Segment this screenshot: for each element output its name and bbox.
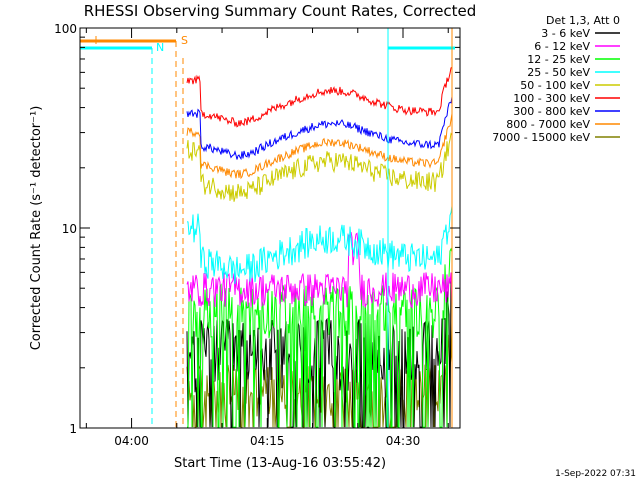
saa-marker: S — [181, 34, 188, 47]
night-marker: N — [156, 41, 164, 54]
legend-label: 7000 - 15000 keV — [492, 131, 590, 144]
footer-timestamp: 1-Sep-2022 07:31 — [555, 469, 636, 479]
legend-label: 800 - 7000 keV — [506, 118, 590, 131]
legend-label: 50 - 100 keV — [520, 79, 590, 92]
x-axis: 04:00 04:15 04:30 — [85, 28, 449, 448]
x-tick-label: 04:00 — [114, 434, 149, 448]
legend-label: 300 - 800 keV — [513, 105, 590, 118]
annotation-layer: SN — [80, 28, 455, 428]
legend-label: 3 - 6 keV — [541, 27, 590, 40]
legend-label: 6 - 12 keV — [534, 40, 590, 53]
legend-label: 25 - 50 keV — [527, 66, 590, 79]
y-axis-label: Corrected Count Rate (s⁻¹ detector⁻¹) — [29, 106, 44, 351]
series-layer — [186, 66, 453, 428]
x-tick-label: 04:30 — [386, 434, 421, 448]
series-line — [186, 206, 453, 285]
legend-label: 12 - 25 keV — [527, 53, 590, 66]
legend-header: Det 1,3, Att 0 — [546, 14, 620, 27]
series-line — [187, 247, 453, 428]
x-axis-label: Start Time (13-Aug-16 03:55:42) — [174, 456, 386, 471]
series-line — [186, 96, 453, 161]
y-axis: 1 10 100 — [54, 22, 460, 436]
series-line — [186, 66, 453, 128]
y-tick-label: 1 — [69, 422, 77, 436]
y-tick-label: 10 — [62, 222, 77, 236]
x-tick-label: 04:15 — [250, 434, 285, 448]
chart-title: RHESSI Observing Summary Count Rates, Co… — [84, 2, 477, 20]
series-line — [186, 113, 453, 180]
series-line — [186, 231, 453, 309]
plot-area: SN — [79, 27, 461, 429]
series-line — [186, 132, 453, 202]
series-line — [186, 276, 453, 428]
y-tick-label: 100 — [54, 22, 77, 36]
legend-label: 100 - 300 keV — [513, 92, 590, 105]
